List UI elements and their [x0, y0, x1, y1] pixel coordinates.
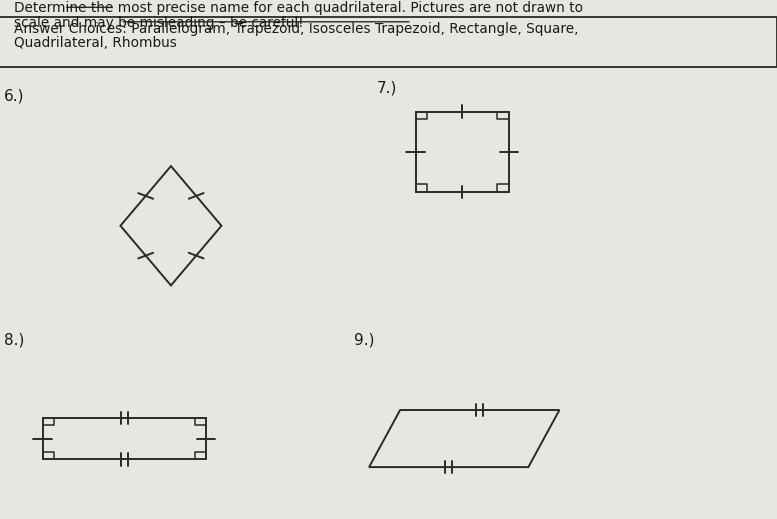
Text: Quadrilateral, Rhombus: Quadrilateral, Rhombus — [14, 36, 177, 50]
Text: scale and may be misleading – be careful!: scale and may be misleading – be careful… — [14, 16, 304, 30]
Text: 6.): 6.) — [4, 88, 24, 103]
Text: 8.): 8.) — [4, 332, 24, 347]
Text: Answer Choices: Parallelogram, Trapezoid, Isosceles Trapezoid, Rectangle, Square: Answer Choices: Parallelogram, Trapezoid… — [14, 22, 579, 36]
Text: 7.): 7.) — [377, 80, 397, 95]
FancyBboxPatch shape — [0, 17, 777, 67]
Text: 9.): 9.) — [354, 332, 374, 347]
Text: Determine the most precise name for each quadrilateral. Pictures are not drawn t: Determine the most precise name for each… — [14, 1, 583, 15]
